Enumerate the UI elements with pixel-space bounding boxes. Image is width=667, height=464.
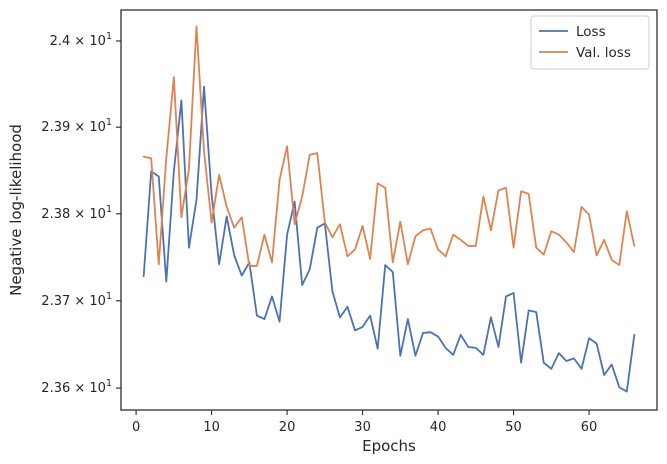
- y-ticks: 2.36 × 101 2.37 × 101 2.38 × 101 2.39 × 101…: [41, 31, 121, 396]
- x-tick-label: 10: [203, 420, 220, 435]
- y-tick-label: 2.38 × 101: [41, 204, 112, 222]
- x-tick-label: 30: [354, 420, 371, 435]
- x-ticks: 0 10 20 30 40 50 60: [132, 410, 597, 435]
- y-tick-label: 2.37 × 101: [41, 291, 112, 309]
- legend-box: [530, 15, 650, 70]
- x-tick-label: 40: [430, 420, 447, 435]
- x-tick-label: 20: [279, 420, 296, 435]
- y-tick-label: 2.39 × 101: [41, 117, 112, 135]
- y-tick-label: 2.36 × 101: [41, 378, 112, 396]
- legend-entry: Loss: [576, 24, 606, 40]
- series-layer: [142, 25, 636, 393]
- series-line-val-loss: [142, 25, 636, 267]
- legend: Loss Val. loss: [530, 15, 650, 70]
- x-tick-label: 50: [505, 420, 522, 435]
- y-tick-label: 2.4 × 101: [50, 31, 112, 49]
- y-axis-label: Negative log-likelihood: [7, 124, 25, 296]
- x-tick-label: 60: [581, 420, 598, 435]
- series-line-loss: [142, 85, 636, 393]
- x-axis-label: Epochs: [362, 437, 416, 455]
- x-tick-label: 0: [132, 420, 140, 435]
- legend-entry: Val. loss: [576, 45, 631, 61]
- plot-frame: [120, 9, 658, 411]
